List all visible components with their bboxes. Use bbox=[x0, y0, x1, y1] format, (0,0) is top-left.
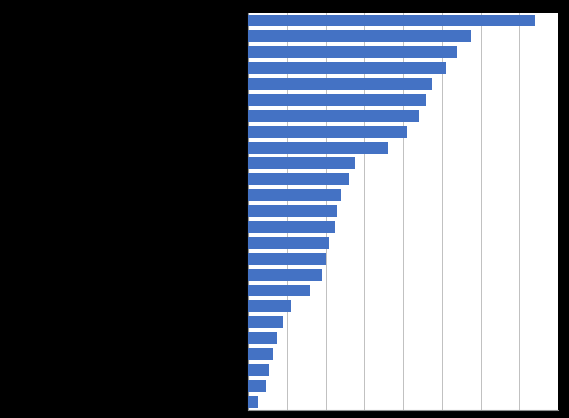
Bar bbox=[248, 301, 291, 312]
Bar bbox=[248, 348, 273, 360]
Bar bbox=[248, 396, 258, 408]
Bar bbox=[248, 237, 329, 249]
Bar bbox=[248, 332, 277, 344]
Bar bbox=[248, 380, 266, 392]
Bar bbox=[248, 364, 269, 376]
Bar bbox=[248, 253, 325, 265]
Bar bbox=[248, 94, 426, 106]
Bar bbox=[248, 126, 407, 138]
Bar bbox=[248, 46, 457, 58]
Bar bbox=[248, 110, 419, 122]
Bar bbox=[248, 142, 387, 153]
Bar bbox=[248, 205, 337, 217]
Bar bbox=[248, 269, 321, 280]
Bar bbox=[248, 158, 354, 169]
Bar bbox=[248, 62, 446, 74]
Bar bbox=[248, 316, 283, 328]
Bar bbox=[248, 221, 335, 233]
Bar bbox=[248, 78, 432, 90]
Bar bbox=[248, 15, 535, 26]
Bar bbox=[248, 285, 310, 296]
Bar bbox=[248, 173, 349, 185]
Bar bbox=[248, 31, 471, 42]
Bar bbox=[248, 189, 341, 201]
